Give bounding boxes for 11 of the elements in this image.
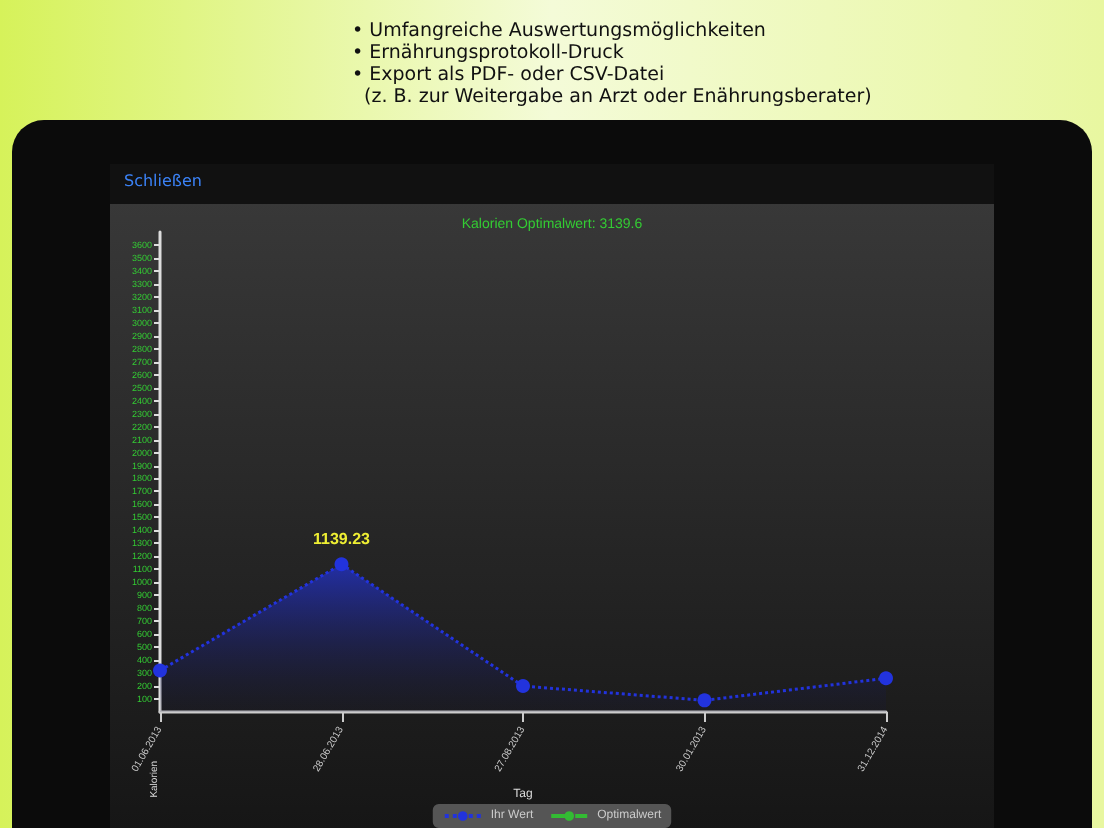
text: • Ernährungsprotokoll-Druck <box>352 42 624 64</box>
point <box>697 693 712 708</box>
data-label: 1139.23 <box>313 530 372 549</box>
point <box>516 679 530 694</box>
text: • Export als PDF- oder CSV-Datei <box>352 64 665 86</box>
point <box>879 671 893 686</box>
point <box>334 557 349 572</box>
text: (z. B. zur Weitergabe an Arzt oder Enährungsberater) <box>364 86 872 108</box>
text: Schließen <box>124 172 202 190</box>
point <box>153 663 167 678</box>
text: • Umfangreiche Auswertungsmöglichkeiten <box>352 20 766 42</box>
